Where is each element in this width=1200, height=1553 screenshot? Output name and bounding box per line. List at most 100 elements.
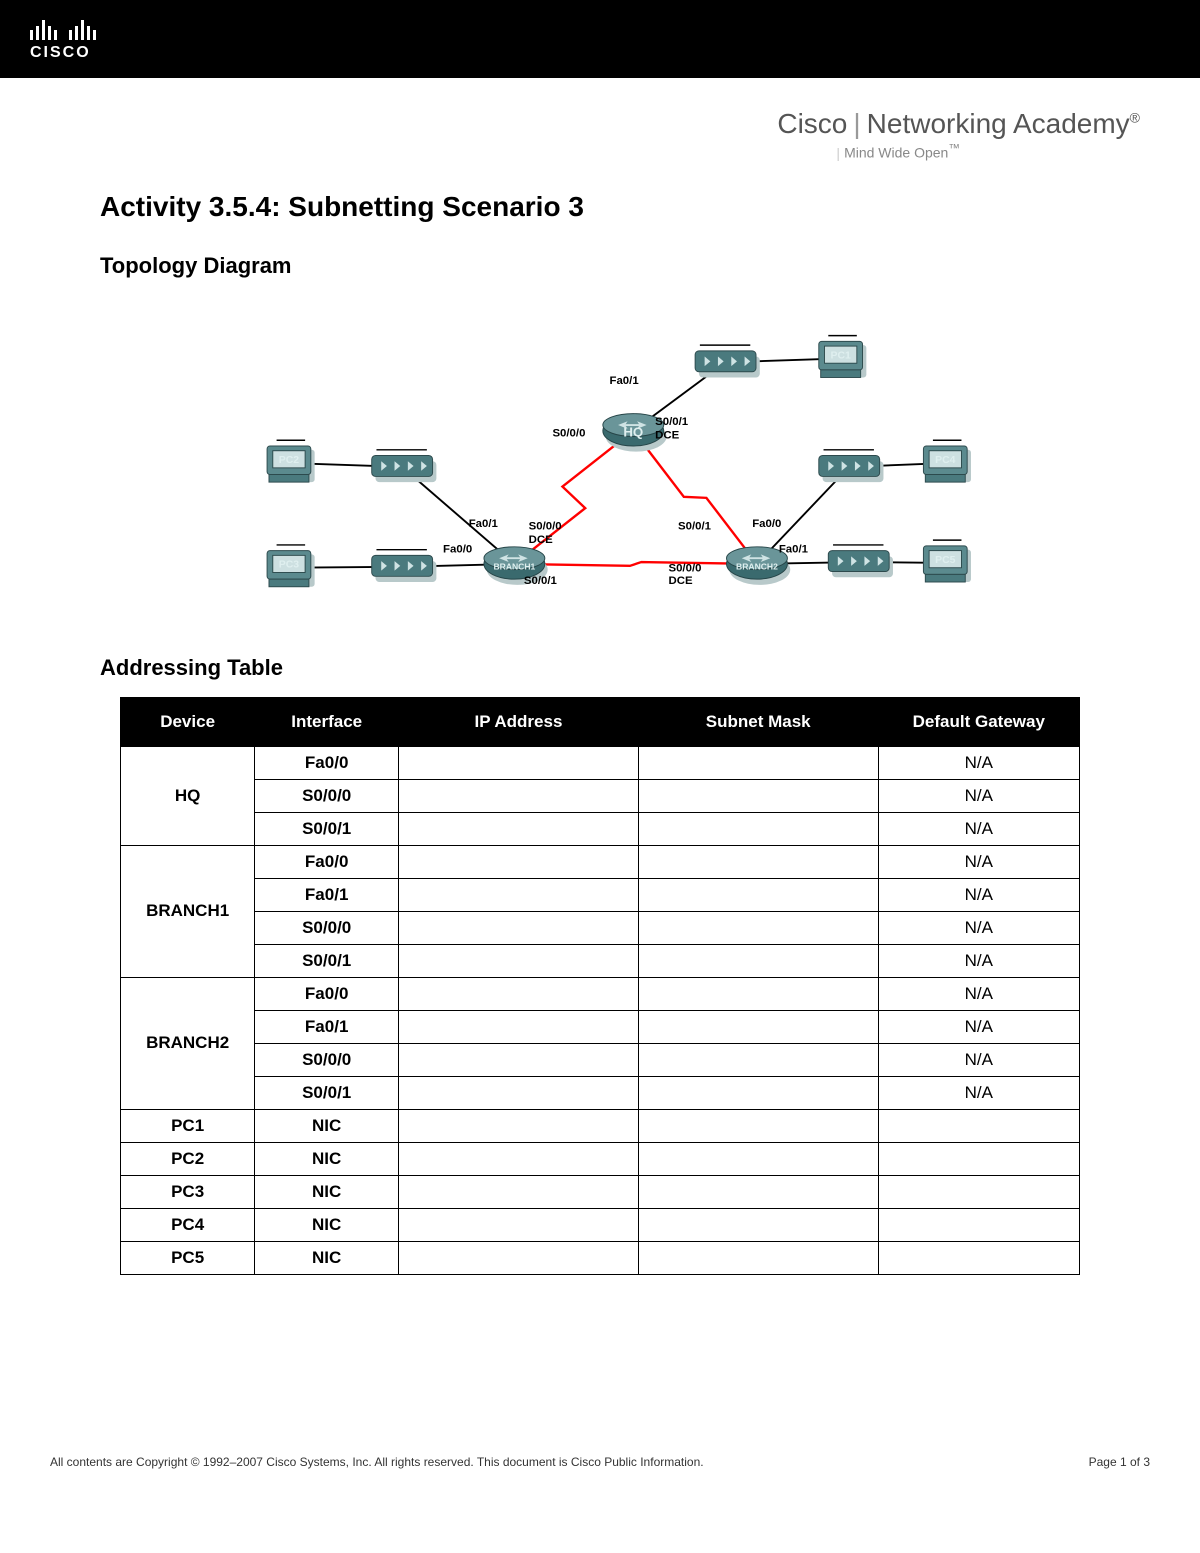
top-bar: CISCO [0,0,1200,78]
value-cell [399,812,639,845]
value-cell [399,911,639,944]
table-row: PC3NIC [121,1175,1080,1208]
value-cell [399,746,639,779]
table-row: PC2NIC [121,1142,1080,1175]
value-cell [399,1010,639,1043]
value-cell [638,1109,878,1142]
value-cell [399,845,639,878]
value-cell [399,878,639,911]
table-row: BRANCH2Fa0/0N/A [121,977,1080,1010]
device-switch [828,550,893,577]
device-cell: BRANCH1 [121,845,255,977]
svg-text:PC2: PC2 [279,455,300,466]
device-cell: PC4 [121,1208,255,1241]
svg-text:S0/0/0: S0/0/0 [668,562,701,574]
svg-text:BRANCH1: BRANCH1 [493,561,535,571]
value-cell [878,1109,1079,1142]
svg-text:S0/0/0: S0/0/0 [529,520,562,532]
table-header-cell: IP Address [399,697,639,746]
device-switch [372,555,437,582]
value-cell [638,1241,878,1274]
cisco-logo: CISCO [30,16,96,62]
value-cell: N/A [878,1010,1079,1043]
academy-text: Networking Academy [867,108,1130,139]
interface-cell: NIC [255,1142,399,1175]
table-row: S0/0/1N/A [121,1076,1080,1109]
device-PC5: PC5 [923,546,971,582]
topology-heading: Topology Diagram [100,253,1100,279]
svg-text:PC1: PC1 [830,350,851,361]
page-footer: All contents are Copyright © 1992–2007 C… [0,1455,1200,1469]
interface-cell: NIC [255,1208,399,1241]
table-row: PC4NIC [121,1208,1080,1241]
copyright-text: All contents are Copyright © 1992–2007 C… [50,1455,704,1469]
device-switch [819,455,884,482]
svg-text:Fa0/1: Fa0/1 [779,543,809,555]
device-cell: BRANCH2 [121,977,255,1109]
value-cell [399,1142,639,1175]
table-row: Fa0/1 N/A [121,878,1080,911]
svg-text:Fa0/1: Fa0/1 [610,375,640,387]
device-PC4: PC4 [923,446,971,482]
value-cell [878,1175,1079,1208]
table-row: S0/0/0 N/A [121,911,1080,944]
interface-cell: Fa0/0 [255,845,399,878]
svg-text:BRANCH2: BRANCH2 [736,561,778,571]
table-row: S0/0/1N/A [121,944,1080,977]
interface-cell: S0/0/0 [255,779,399,812]
value-cell: N/A [878,779,1079,812]
value-cell [638,746,878,779]
interface-cell: S0/0/1 [255,812,399,845]
device-cell: PC2 [121,1142,255,1175]
value-cell: N/A [878,911,1079,944]
interface-cell: S0/0/1 [255,1076,399,1109]
reg-mark: ® [1130,110,1140,126]
device-switch [372,455,437,482]
value-cell [638,944,878,977]
cisco-wordmark: CISCO [30,44,96,62]
value-cell [638,1142,878,1175]
value-cell: N/A [878,845,1079,878]
value-cell [638,1076,878,1109]
interface-cell: NIC [255,1109,399,1142]
device-PC2: PC2 [267,446,315,482]
value-cell [638,845,878,878]
table-row: BRANCH1Fa0/0N/A [121,845,1080,878]
page-title: Activity 3.5.4: Subnetting Scenario 3 [100,191,1100,223]
cisco-bars-icon [30,16,96,40]
table-header-cell: Default Gateway [878,697,1079,746]
value-cell [399,779,639,812]
value-cell [878,1208,1079,1241]
value-cell: N/A [878,878,1079,911]
value-cell [399,1076,639,1109]
value-cell: N/A [878,1043,1079,1076]
page-number: Page 1 of 3 [1089,1455,1150,1469]
interface-cell: Fa0/1 [255,878,399,911]
svg-text:Fa0/1: Fa0/1 [469,517,499,529]
interface-cell: S0/0/0 [255,1043,399,1076]
value-cell [399,1043,639,1076]
table-row: HQFa0/0N/A [121,746,1080,779]
topology-diagram: PC1HQPC2PC3BRANCH1BRANCH2PC4PC5Fa0/1S0/0… [100,295,1100,635]
table-header-cell: Interface [255,697,399,746]
interface-cell: S0/0/0 [255,911,399,944]
svg-text:S0/0/0: S0/0/0 [552,427,585,439]
addressing-table: DeviceInterfaceIP AddressSubnet MaskDefa… [120,697,1080,1275]
value-cell [399,944,639,977]
brand-text: Cisco [777,108,847,139]
value-cell [638,1010,878,1043]
value-cell [638,1175,878,1208]
svg-text:DCE: DCE [655,429,679,441]
device-cell: PC1 [121,1109,255,1142]
interface-cell: NIC [255,1241,399,1274]
table-row: Fa0/1N/A [121,1010,1080,1043]
svg-text:Fa0/0: Fa0/0 [443,543,472,555]
value-cell: N/A [878,977,1079,1010]
svg-text:PC4: PC4 [935,455,956,466]
interface-cell: S0/0/1 [255,944,399,977]
table-heading: Addressing Table [100,655,1100,681]
svg-text:S0/0/1: S0/0/1 [655,416,689,428]
svg-text:HQ: HQ [623,424,643,439]
value-cell [399,1208,639,1241]
academy-header: Cisco|Networking Academy® |Mind Wide Ope… [0,78,1200,171]
